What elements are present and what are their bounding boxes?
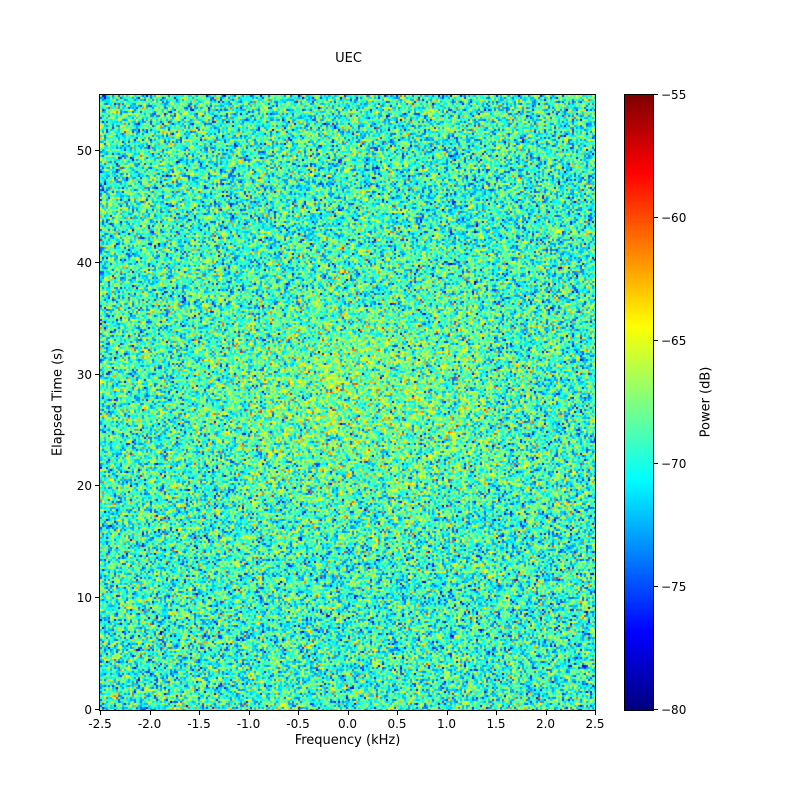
colorbar-tick-mark [654, 586, 658, 587]
y-tick-mark [95, 597, 99, 598]
x-tick-mark [397, 711, 398, 715]
colorbar [624, 94, 654, 711]
y-tick-label: 0 [84, 703, 92, 717]
colorbar-tick-mark [654, 94, 658, 95]
x-tick-label: 2.5 [585, 717, 605, 731]
x-tick-mark [150, 711, 151, 715]
colorbar-gradient [625, 95, 653, 710]
x-tick-label: 1.0 [436, 717, 457, 731]
x-tick-label: -1.0 [236, 717, 261, 731]
plot-area [99, 94, 596, 711]
y-tick-mark [95, 262, 99, 263]
x-tick-mark [199, 711, 200, 715]
x-tick-label: -1.5 [187, 717, 211, 731]
x-tick-mark [447, 711, 448, 715]
y-axis-label: Elapsed Time (s) [50, 347, 66, 457]
x-tick-label: 0.5 [387, 717, 407, 731]
y-tick-label: 40 [76, 255, 92, 270]
spectrogram-canvas [100, 95, 595, 710]
title-line-main: UEC [335, 51, 362, 66]
colorbar-tick-label: −60 [661, 211, 687, 225]
y-tick-mark [95, 485, 99, 486]
colorbar-tick-mark [654, 217, 658, 218]
x-tick-label: -2.5 [88, 717, 112, 731]
x-tick-label: 1.5 [486, 717, 506, 731]
y-tick-mark [95, 150, 99, 151]
x-tick-mark [348, 711, 349, 715]
colorbar-tick-mark [654, 340, 658, 341]
x-tick-mark [546, 711, 547, 715]
x-tick-mark [298, 711, 299, 715]
y-tick-label: 30 [76, 367, 92, 382]
y-tick-label: 10 [76, 591, 92, 606]
colorbar-tick-mark [654, 463, 658, 464]
colorbar-tick-mark [654, 709, 658, 710]
x-tick-label: 0.0 [337, 717, 358, 731]
y-tick-label: 20 [76, 479, 92, 494]
colorbar-tick-label: −55 [661, 88, 687, 102]
x-tick-mark [100, 711, 101, 715]
y-tick-mark [95, 374, 99, 375]
colorbar-tick-label: −80 [661, 703, 687, 717]
colorbar-label: Power (dB) [698, 366, 714, 438]
colorbar-tick-label: −70 [661, 457, 687, 471]
colorbar-tick-label: −65 [661, 334, 687, 348]
x-tick-mark [595, 711, 596, 715]
x-tick-label: -0.5 [286, 717, 310, 731]
x-tick-label: -2.0 [137, 717, 162, 731]
x-tick-mark [249, 711, 250, 715]
x-tick-label: 2.0 [535, 717, 556, 731]
x-tick-mark [496, 711, 497, 715]
y-tick-mark [95, 709, 99, 710]
colorbar-tick-label: −75 [661, 580, 687, 594]
x-axis-label: Frequency (kHz) [294, 733, 401, 748]
y-tick-label: 50 [76, 143, 92, 158]
